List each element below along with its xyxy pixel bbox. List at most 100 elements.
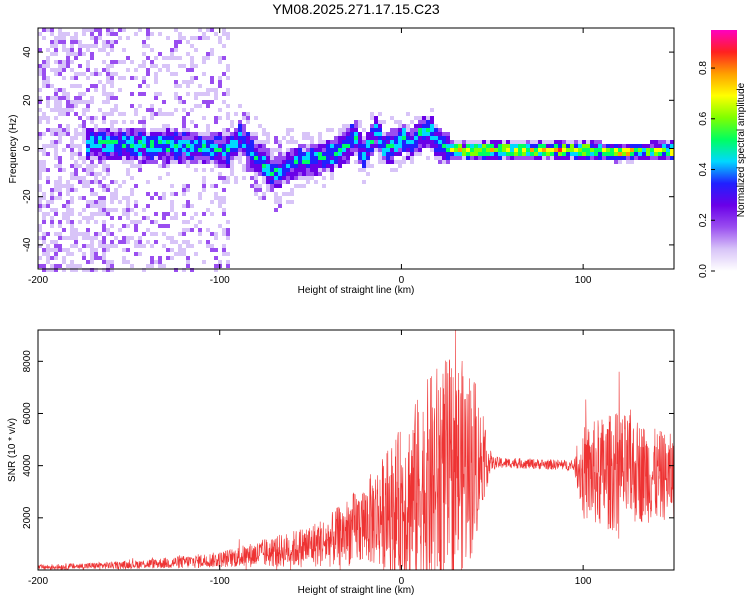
spectrogram-cell [70, 176, 74, 180]
spectrogram-cell [306, 160, 310, 164]
spectrogram-cell [50, 52, 54, 56]
spectrogram-cell [142, 152, 146, 156]
spectrogram-cell [182, 240, 186, 244]
spectrogram-cell [658, 152, 662, 156]
spectrogram-cell [606, 152, 610, 156]
spectrogram-cell [46, 128, 50, 132]
spectrogram-cell [338, 152, 342, 156]
spectrogram-cell [170, 52, 174, 56]
spectrogram-cell [126, 152, 130, 156]
spectrogram-cell [122, 156, 126, 160]
spectrogram-cell [414, 124, 418, 128]
spectrogram-cell [430, 128, 434, 132]
spectrogram-cell [102, 40, 106, 44]
spectrogram-cell [258, 172, 262, 176]
spectrogram-cell [494, 140, 498, 144]
spectrogram-cell [638, 148, 642, 152]
spectrogram-cell [154, 156, 158, 160]
spectrogram-cell [250, 156, 254, 160]
spectrogram-cell [578, 152, 582, 156]
spectrogram-cell [154, 136, 158, 140]
spectrogram-cell [122, 140, 126, 144]
spectrogram-cell [622, 156, 626, 160]
spectrogram-cell [338, 164, 342, 168]
spectrogram-cell [658, 156, 662, 160]
spectrogram-cell [270, 188, 274, 192]
spectrogram-cell [42, 84, 46, 88]
spectrogram-cell [70, 84, 74, 88]
spectrogram-cell [218, 160, 222, 164]
spectrogram-cell [230, 132, 234, 136]
spectrogram-cell [58, 156, 62, 160]
spectrogram-cell [86, 156, 90, 160]
spectrogram-cell [178, 156, 182, 160]
spectrogram-cell [542, 156, 546, 160]
spectrogram-cell [66, 104, 70, 108]
spectrogram-cell [114, 180, 118, 184]
spectrogram-cell [62, 168, 66, 172]
spectrogram-cell [650, 140, 654, 144]
spectrogram-cell [130, 104, 134, 108]
spectrogram-cell [150, 260, 154, 264]
spectrogram-cell [90, 84, 94, 88]
spectrogram-cell [94, 172, 98, 176]
spectrogram-cell [82, 236, 86, 240]
spectrogram-cell [186, 256, 190, 260]
spectrogram-cell [114, 192, 118, 196]
spectrogram-cell [106, 80, 110, 84]
spectrogram-cell [98, 152, 102, 156]
spectrogram-cell [38, 236, 42, 240]
spectrogram-cell [214, 136, 218, 140]
spectrogram-cell [506, 148, 510, 152]
spectrogram-cell [222, 232, 226, 236]
spectrogram-cell [414, 148, 418, 152]
spectrogram-cell [238, 132, 242, 136]
spectrogram-cell [42, 132, 46, 136]
spectrogram-cell [62, 64, 66, 68]
spectrogram-cell [70, 244, 74, 248]
spectrogram-cell [50, 256, 54, 260]
spectrogram-cell [182, 228, 186, 232]
spectrogram-cell [238, 136, 242, 140]
spectrogram-cell [102, 244, 106, 248]
spectrogram-cell [90, 140, 94, 144]
spectrogram-cell [206, 28, 210, 32]
spectrogram-cell [170, 248, 174, 252]
spectrogram-cell [122, 240, 126, 244]
spectrogram-cell [298, 156, 302, 160]
spectrogram-cell [146, 152, 150, 156]
spectrogram-cell [334, 144, 338, 148]
spectrogram-cell [226, 132, 230, 136]
spectrogram-cell [210, 248, 214, 252]
spectrogram-cell [310, 160, 314, 164]
spectrogram-cell [142, 136, 146, 140]
spectrogram-cell [98, 184, 102, 188]
spectrogram-cell [46, 260, 50, 264]
spectrogram-cell [214, 88, 218, 92]
spectrogram-cell [178, 160, 182, 164]
spectrogram-cell [434, 124, 438, 128]
spectrogram-cell [482, 140, 486, 144]
spectrogram-cell [90, 192, 94, 196]
spectrogram-cell [110, 216, 114, 220]
y-tick-label: -20 [22, 189, 33, 204]
spectrogram-cell [50, 220, 54, 224]
spectrogram-cell [346, 160, 350, 164]
spectrogram-cell [162, 216, 166, 220]
spectrogram-cell [46, 232, 50, 236]
spectrogram-cell [230, 140, 234, 144]
spectrogram-cell [430, 108, 434, 112]
spectrogram-cell [374, 128, 378, 132]
spectrogram-cell [266, 180, 270, 184]
spectrogram-cell [146, 56, 150, 60]
spectrogram-cell [374, 148, 378, 152]
y-tick-label: 6000 [22, 402, 33, 425]
spectrogram-cell [42, 240, 46, 244]
spectrogram-cell [98, 128, 102, 132]
spectrogram-cell [190, 108, 194, 112]
spectrogram-cell [206, 100, 210, 104]
spectrogram-cell [110, 120, 114, 124]
spectrogram-cell [342, 152, 346, 156]
spectrogram-cell [218, 40, 222, 44]
spectrogram-cell [238, 144, 242, 148]
